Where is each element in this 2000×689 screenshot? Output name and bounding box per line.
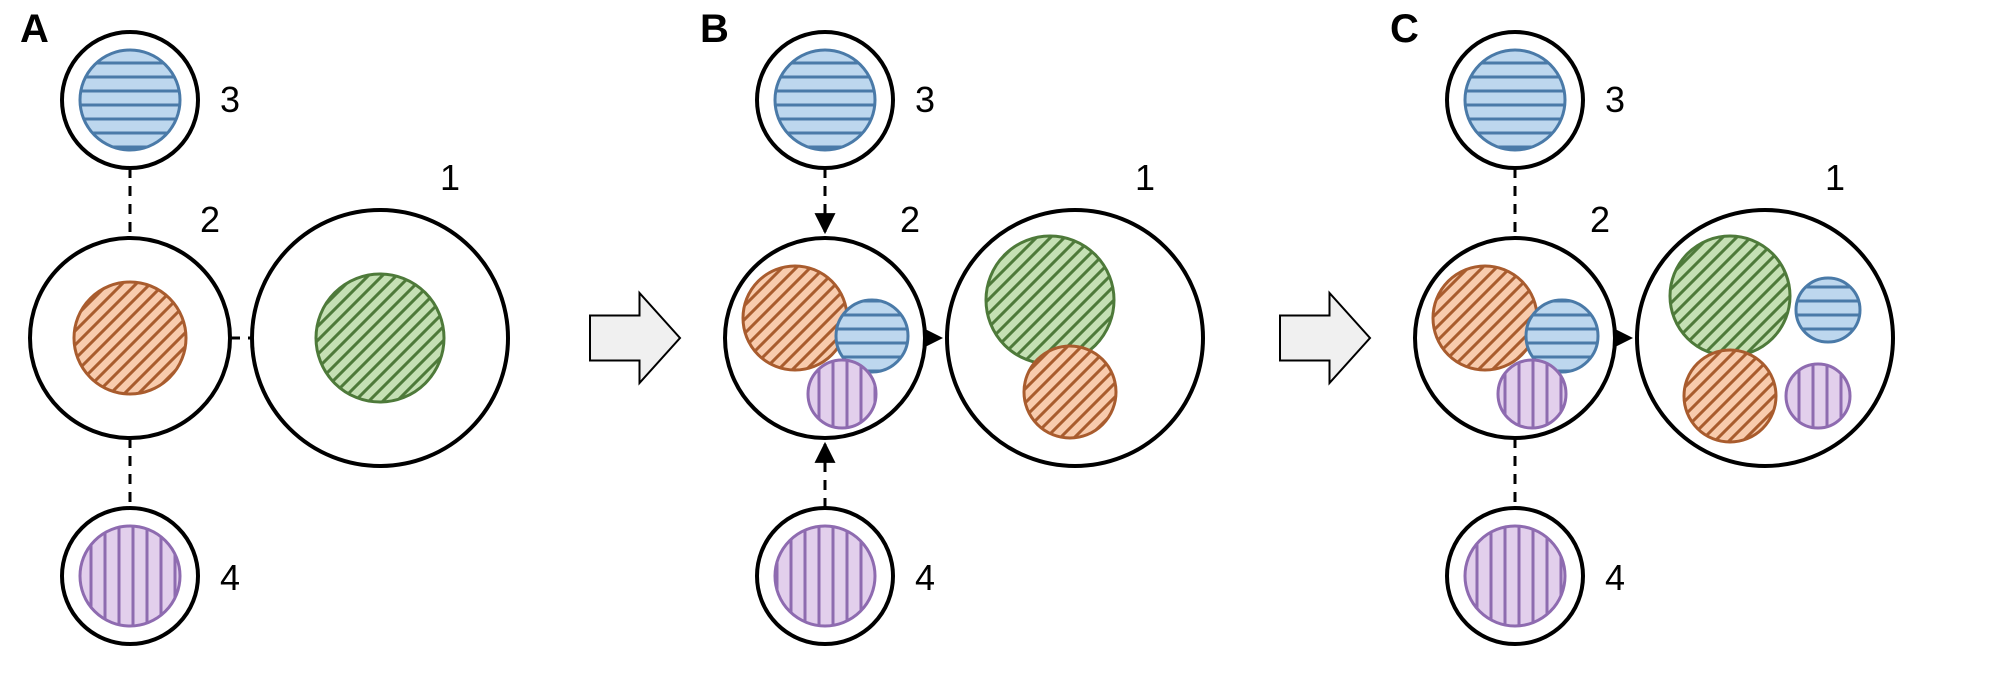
inner-green [986, 236, 1114, 364]
diagram-svg: A 1 2 3 4 B 1 2 3 4 C 1 2 3 4 [0, 0, 2000, 689]
node-label-n3: 3 [1605, 79, 1625, 120]
inner-blue [1465, 50, 1565, 150]
panel-label-A: A [20, 7, 49, 51]
inner-purple [775, 526, 875, 626]
node-label-n2: 2 [900, 199, 920, 240]
panel-label-B: B [700, 7, 729, 51]
inner-purple [808, 360, 876, 428]
inner-blue [1796, 278, 1860, 342]
node-label-n1: 1 [1135, 157, 1155, 198]
inner-orange [1433, 266, 1537, 370]
inner-orange [74, 282, 186, 394]
node-label-n4: 4 [1605, 557, 1625, 598]
node-label-n1: 1 [1825, 157, 1845, 198]
inner-purple [1786, 364, 1850, 428]
diagram-root: A 1 2 3 4 B 1 2 3 4 C 1 2 3 4 [0, 0, 2000, 689]
panel-label-C: C [1390, 7, 1419, 51]
inner-green [316, 274, 444, 402]
inner-purple [1498, 360, 1566, 428]
inner-blue [775, 50, 875, 150]
inner-orange [1684, 350, 1776, 442]
inner-orange [1024, 346, 1116, 438]
inner-green [1670, 236, 1790, 356]
node-label-n4: 4 [220, 557, 240, 598]
node-label-n1: 1 [440, 157, 460, 198]
node-label-n2: 2 [1590, 199, 1610, 240]
inner-purple [1465, 526, 1565, 626]
node-label-n3: 3 [915, 79, 935, 120]
node-label-n4: 4 [915, 557, 935, 598]
inner-orange [743, 266, 847, 370]
inner-purple [80, 526, 180, 626]
inner-blue [80, 50, 180, 150]
node-label-n2: 2 [200, 199, 220, 240]
node-label-n3: 3 [220, 79, 240, 120]
